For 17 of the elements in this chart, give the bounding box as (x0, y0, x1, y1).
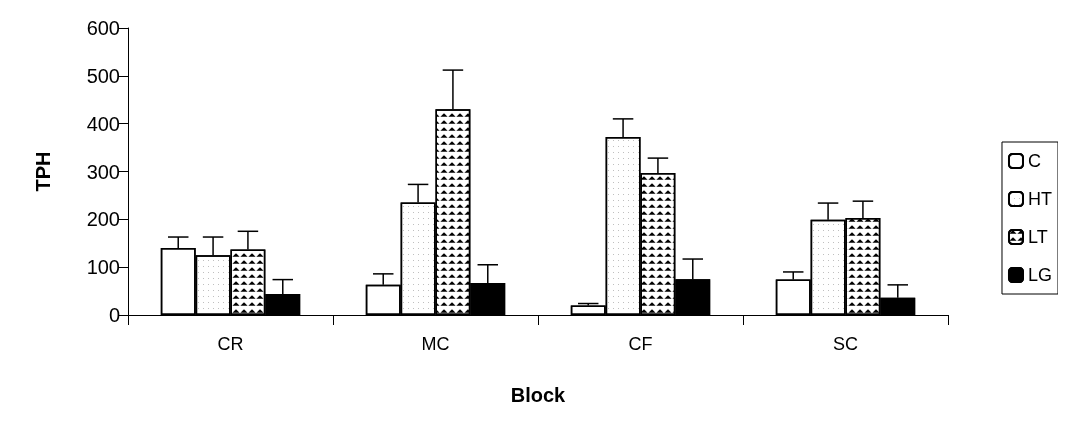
y-tick-label: 600 (86, 17, 120, 39)
x-tick-label: MC (421, 334, 450, 354)
x-tick-label: SC (832, 334, 859, 354)
x-tick-label: CF (628, 334, 653, 354)
legend-label: HT (1027, 189, 1052, 209)
y-axis-title: TPH (32, 151, 54, 192)
y-tick-label: 400 (86, 112, 120, 135)
y-tick-label: 0 (108, 304, 120, 326)
y-tick-label: 100 (86, 256, 120, 279)
x-axis-title: Block (510, 384, 567, 406)
y-tick-label: 200 (86, 208, 120, 231)
y-tick-label: 300 (86, 160, 120, 183)
y-tick-label: 500 (86, 64, 120, 87)
legend-label: LT (1027, 227, 1048, 247)
legend-label: LG (1027, 265, 1052, 285)
x-tick-label: CR (217, 334, 244, 354)
legend-label: C (1027, 151, 1041, 171)
